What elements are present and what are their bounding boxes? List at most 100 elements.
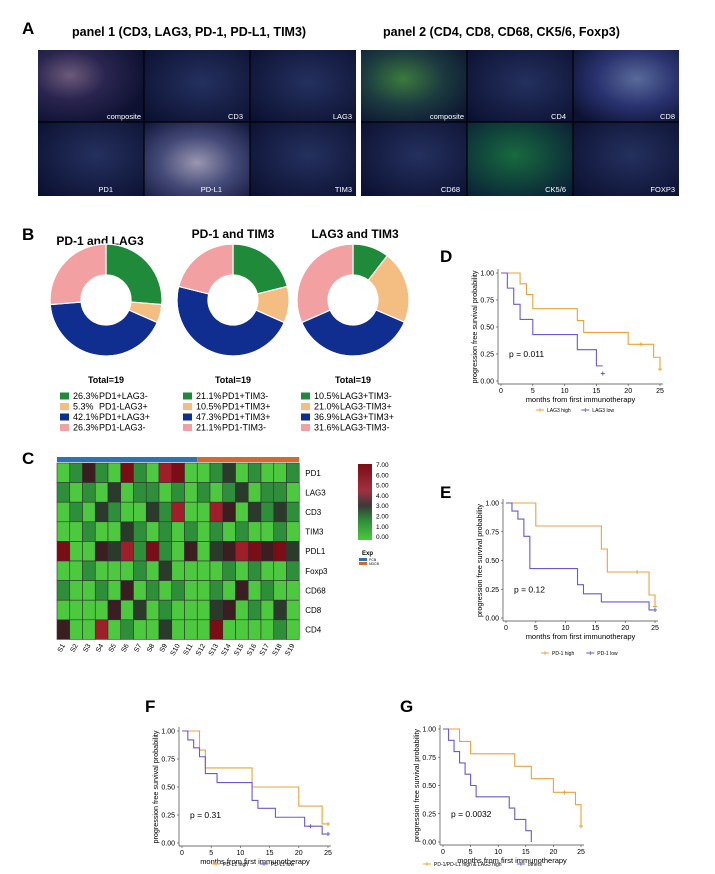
heatmap-cell bbox=[273, 599, 287, 621]
heatmap-cell bbox=[82, 619, 96, 640]
panel-a-image-grid-1: composite CD3 LAG3 PD1 PD-L1 TIM3 bbox=[38, 50, 356, 196]
heatmap-cell bbox=[260, 580, 275, 601]
km-curve bbox=[182, 730, 328, 825]
colorbar-tick: 3.00 bbox=[376, 503, 389, 510]
x-tick-label: 25 bbox=[324, 850, 332, 857]
y-axis-label: progression free survival probability bbox=[475, 504, 484, 617]
heatmap-cell bbox=[133, 501, 147, 523]
heatmap-cell bbox=[158, 541, 173, 562]
donut-title-3: LAG3 and TIM3 bbox=[311, 227, 399, 241]
heatmap-cell bbox=[209, 541, 224, 562]
heatmap-cell bbox=[69, 462, 83, 483]
heatmap-cell bbox=[171, 619, 185, 640]
tile-label: CD3 bbox=[228, 112, 243, 121]
heatmap-cell bbox=[171, 462, 185, 483]
heatmap-col-label: S1 bbox=[57, 643, 67, 654]
heatmap-cell bbox=[196, 501, 211, 523]
heatmap-cell bbox=[247, 541, 262, 562]
x-tick-label: 15 bbox=[592, 625, 600, 632]
legend-label: PD-L1 high bbox=[223, 862, 248, 868]
legend-pct: 21.0% bbox=[314, 402, 340, 412]
censor-mark bbox=[658, 367, 662, 372]
legend-pct: 31.6% bbox=[314, 423, 340, 433]
legend-label: PD1-TIM3- bbox=[222, 423, 266, 433]
heatmap-cell bbox=[120, 521, 134, 542]
x-tick-label: 20 bbox=[621, 625, 629, 632]
legend-pct: 26.3% bbox=[73, 391, 99, 401]
heatmap-cell bbox=[82, 501, 96, 523]
heatmap-cell bbox=[260, 619, 275, 640]
colorbar-tick: 1.00 bbox=[376, 524, 389, 531]
heatmap-cell bbox=[184, 619, 198, 640]
image-tile-pdl1 bbox=[144, 122, 250, 196]
exp-label-ndcb: NDCB bbox=[369, 562, 380, 566]
y-tick-label: 1.00 bbox=[485, 501, 499, 508]
heatmap-cell bbox=[120, 541, 134, 562]
colorbar bbox=[358, 464, 372, 540]
km-curve bbox=[501, 272, 603, 367]
heatmap-cell bbox=[107, 501, 122, 523]
heatmap-cell bbox=[184, 482, 198, 503]
heatmap-cell bbox=[235, 501, 249, 523]
donut-slice bbox=[49, 243, 107, 306]
panel-b-legends: 26.3% PD1+LAG3-5.3% PD1-LAG3+42.1% PD1+LAG3… bbox=[60, 391, 394, 433]
legend-swatch bbox=[183, 413, 192, 421]
heatmap-cell bbox=[209, 521, 224, 542]
y-tick-label: 1.00 bbox=[422, 727, 436, 734]
donut-total-1: Total=19 bbox=[88, 375, 124, 385]
heatmap-cell bbox=[260, 521, 275, 542]
heatmap-cell bbox=[82, 462, 96, 483]
y-tick-label: 0.00 bbox=[161, 841, 175, 848]
heatmap-cell bbox=[171, 580, 185, 601]
heatmap-cell bbox=[209, 580, 224, 601]
heatmap-cell bbox=[133, 462, 147, 483]
heatmap-row-label: PDL1 bbox=[305, 547, 326, 556]
colorbar-tick: 0.00 bbox=[376, 534, 389, 541]
heatmap-cell bbox=[209, 560, 224, 581]
p-value: p = 0.31 bbox=[190, 810, 221, 820]
y-tick-label: 1.00 bbox=[161, 729, 175, 736]
legend-pct: 10.5% bbox=[314, 391, 340, 401]
x-tick-label: 15 bbox=[266, 850, 274, 857]
group-bar-pcb bbox=[57, 457, 198, 462]
legend-pct: 36.9% bbox=[314, 412, 340, 422]
image-tile-lag3 bbox=[250, 50, 356, 122]
heatmap-cell bbox=[247, 619, 262, 640]
heatmap-cell bbox=[133, 619, 147, 640]
legend-label: others bbox=[528, 862, 542, 868]
x-tick-label: 5 bbox=[531, 388, 535, 395]
panel-b-donuts bbox=[49, 243, 410, 357]
y-axis-label: progression free survival probability bbox=[470, 270, 479, 383]
y-tick-label: 0.00 bbox=[480, 379, 494, 386]
y-tick-label: 1.00 bbox=[480, 271, 494, 278]
heatmap-cell bbox=[247, 599, 262, 621]
y-axis-label: progression free survival probability bbox=[412, 729, 421, 842]
heatmap-cell bbox=[184, 501, 198, 523]
heatmap-cell bbox=[133, 560, 147, 581]
legend-swatch bbox=[183, 403, 192, 410]
heatmap-cell bbox=[171, 501, 185, 523]
heatmap-cell bbox=[69, 619, 83, 640]
legend-pct: 5.3% bbox=[73, 402, 94, 412]
heatmap-cell bbox=[260, 560, 275, 581]
heatmap-cell bbox=[260, 599, 275, 621]
heatmap-col-label: S12 bbox=[195, 643, 207, 657]
heatmap-cell bbox=[94, 541, 109, 562]
km-curve bbox=[506, 502, 655, 611]
x-tick-label: 20 bbox=[295, 850, 303, 857]
heatmap-col-label: S15 bbox=[233, 643, 245, 657]
heatmap-cell bbox=[120, 462, 134, 483]
heatmap-row-label: CD8 bbox=[305, 606, 322, 615]
x-tick-label: 10 bbox=[237, 850, 245, 857]
censor-mark bbox=[326, 821, 330, 826]
panel-letter-e: E bbox=[440, 483, 451, 502]
y-tick-label: 0.50 bbox=[480, 325, 494, 332]
panel-letter-d: D bbox=[440, 247, 452, 266]
heatmap-cell bbox=[56, 619, 71, 640]
y-tick-label: 0.75 bbox=[422, 755, 436, 762]
x-tick-label: 15 bbox=[522, 849, 530, 856]
x-axis-label: months from first immunotherapy bbox=[457, 856, 567, 865]
heatmap-cell bbox=[56, 560, 71, 581]
heatmap-cell bbox=[286, 599, 300, 621]
heatmap-cell bbox=[133, 580, 147, 601]
